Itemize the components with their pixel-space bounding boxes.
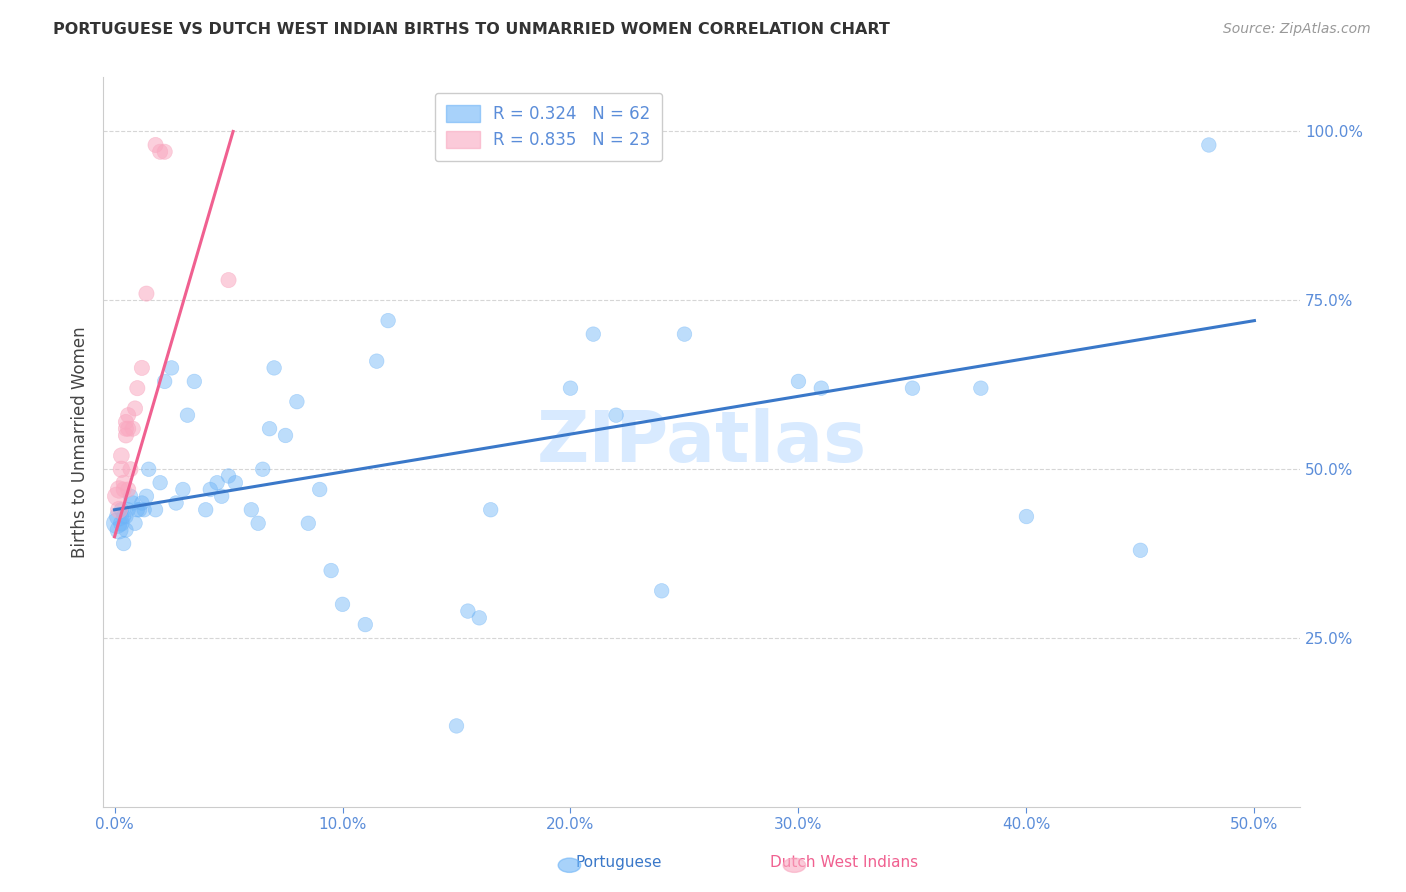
Point (252, 462, 274, 476)
Point (205, 475, 228, 490)
Point (165, 496, 187, 510)
Point (560, 381, 582, 395)
Point (377, 313, 399, 327)
Point (112, 536, 135, 550)
Point (121, 496, 143, 510)
Text: Portuguese: Portuguese (575, 855, 662, 870)
Point (108, 502, 131, 516)
Point (263, 360, 285, 375)
Point (127, 502, 149, 516)
Point (183, 375, 205, 389)
Point (115, 422, 138, 436)
Point (224, 475, 246, 490)
Text: Source: ZipAtlas.com: Source: ZipAtlas.com (1223, 22, 1371, 37)
Point (112, 509, 135, 524)
Point (901, 381, 924, 395)
Point (354, 617, 377, 632)
Point (810, 381, 832, 395)
Point (153, 375, 176, 389)
Point (135, 286, 157, 301)
Point (319, 564, 342, 578)
Text: Dutch West Indians: Dutch West Indians (769, 855, 918, 870)
Point (651, 583, 673, 598)
Point (211, 489, 233, 503)
Point (240, 502, 263, 516)
Point (259, 422, 281, 436)
Point (605, 408, 627, 422)
Point (145, 502, 167, 516)
Point (285, 394, 308, 409)
Text: ZIPatlas: ZIPatlas (537, 408, 866, 476)
Point (582, 327, 605, 342)
Text: PORTUGUESE VS DUTCH WEST INDIAN BIRTHS TO UNMARRIED WOMEN CORRELATION CHART: PORTUGUESE VS DUTCH WEST INDIAN BIRTHS T… (53, 22, 890, 37)
Point (131, 360, 153, 375)
Point (115, 428, 138, 442)
Point (124, 401, 146, 416)
Point (1198, 138, 1220, 153)
Point (131, 496, 153, 510)
Point (138, 462, 160, 476)
Point (145, 138, 167, 153)
Point (115, 415, 138, 429)
Point (366, 354, 388, 368)
Point (172, 483, 194, 497)
Point (121, 422, 143, 436)
Point (120, 462, 142, 476)
Point (105, 516, 128, 531)
Point (105, 489, 128, 503)
Point (110, 502, 132, 516)
Point (332, 598, 354, 612)
Point (127, 381, 149, 395)
Point (117, 422, 139, 436)
Point (128, 502, 150, 516)
Point (112, 475, 135, 490)
Point (247, 516, 270, 531)
Point (117, 408, 139, 422)
Legend: R = 0.324   N = 62, R = 0.835   N = 23: R = 0.324 N = 62, R = 0.835 N = 23 (434, 93, 662, 161)
Point (160, 360, 183, 375)
Point (112, 483, 135, 497)
Point (194, 502, 217, 516)
Point (446, 719, 468, 733)
Point (1015, 509, 1038, 524)
Point (117, 483, 139, 497)
Point (218, 273, 240, 287)
Point (308, 483, 330, 497)
Point (108, 483, 131, 497)
Point (176, 408, 198, 422)
Point (110, 516, 132, 531)
Point (153, 145, 176, 159)
Point (120, 489, 142, 503)
Point (457, 604, 479, 618)
Point (970, 381, 993, 395)
Point (134, 502, 156, 516)
Point (297, 516, 319, 531)
Point (110, 462, 132, 476)
Point (108, 523, 131, 537)
Point (479, 502, 502, 516)
Point (115, 523, 138, 537)
Point (200, 483, 222, 497)
Point (468, 611, 491, 625)
Point (110, 449, 132, 463)
Point (108, 509, 131, 524)
Point (117, 502, 139, 516)
Point (115, 509, 138, 524)
Point (1129, 543, 1152, 558)
Point (149, 145, 172, 159)
Y-axis label: Births to Unmarried Women: Births to Unmarried Women (72, 326, 89, 558)
Point (124, 516, 146, 531)
Point (673, 327, 696, 342)
Point (149, 475, 172, 490)
Point (274, 428, 297, 442)
Point (218, 469, 240, 483)
Point (787, 375, 810, 389)
Point (135, 489, 157, 503)
